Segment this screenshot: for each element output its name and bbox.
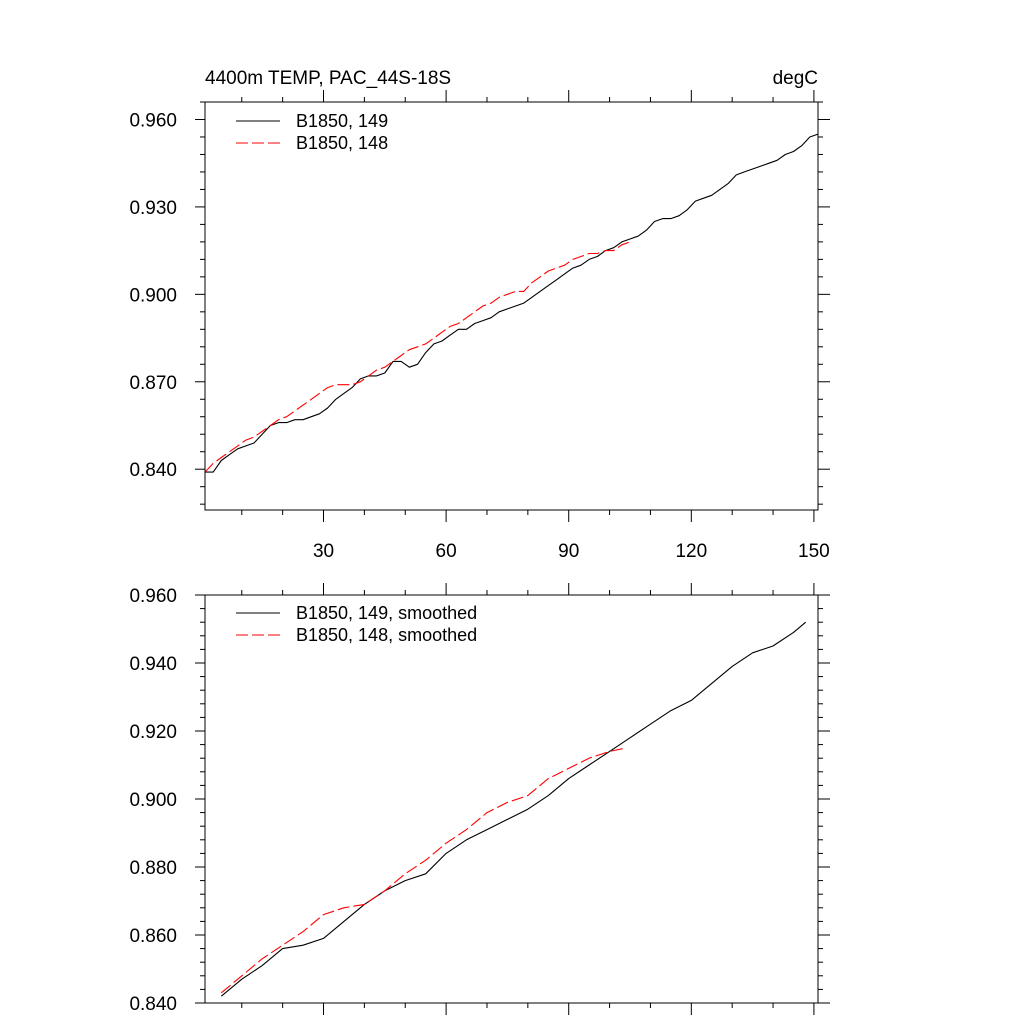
bottom-y-tick-label: 0.920 — [129, 722, 177, 743]
top-y-tick-label: 0.840 — [129, 460, 177, 481]
top-y-tick-label: 0.870 — [129, 373, 177, 394]
bottom-y-tick-label: 0.960 — [129, 586, 177, 607]
top-panel: 4400m TEMP, PAC_44S-18S degC 0.8400.8700… — [129, 68, 830, 562]
bottom-plot-frame — [204, 594, 819, 1004]
top-x-tick-label: 150 — [798, 541, 830, 562]
bottom-series-line-2 — [220, 747, 627, 994]
bottom-y-tick-label: 0.900 — [129, 790, 177, 811]
top-legend-label-1: B1850, 149 — [296, 111, 388, 131]
top-chart-units-label: degC — [773, 68, 818, 89]
bottom-y-tick-label: 0.860 — [129, 926, 177, 947]
top-y-tick-label: 0.960 — [129, 110, 177, 131]
top-x-tick-label: 30 — [313, 541, 334, 562]
top-series-line-2 — [204, 241, 631, 473]
bottom-series-line-1 — [220, 621, 807, 997]
top-series-line-1 — [205, 133, 819, 473]
bottom-legend-label-1: B1850, 149, smoothed — [296, 603, 477, 623]
top-legend-label-2: B1850, 148 — [296, 133, 388, 153]
bottom-y-tick-label: 0.840 — [129, 994, 177, 1015]
bottom-axis-ticks: 0.840 0.860 0.880 0.900 0.920 0.940 0.960 — [129, 583, 830, 1015]
bottom-y-tick-label: 0.880 — [129, 858, 177, 879]
top-y-tick-label: 0.930 — [129, 198, 177, 219]
top-y-tick-label: 0.900 — [129, 285, 177, 306]
bottom-panel: 0.840 0.860 0.880 0.900 0.920 0.940 0.960 B185… — [129, 583, 830, 1015]
top-series-lines — [204, 133, 819, 473]
top-chart-title: 4400m TEMP, PAC_44S-18S — [205, 68, 451, 89]
bottom-y-tick-label: 0.940 — [129, 654, 177, 675]
top-x-tick-label: 60 — [436, 541, 457, 562]
top-axis-ticks: 0.840 0.870 0.900 0.930 0.960 30 60 90 120 150 — [129, 90, 830, 562]
top-plot-frame — [204, 101, 819, 511]
top-x-tick-label: 90 — [558, 541, 579, 562]
bottom-series-lines — [220, 621, 807, 997]
top-x-tick-label: 120 — [675, 541, 707, 562]
bottom-legend-label-2: B1850, 148, smoothed — [296, 625, 477, 645]
